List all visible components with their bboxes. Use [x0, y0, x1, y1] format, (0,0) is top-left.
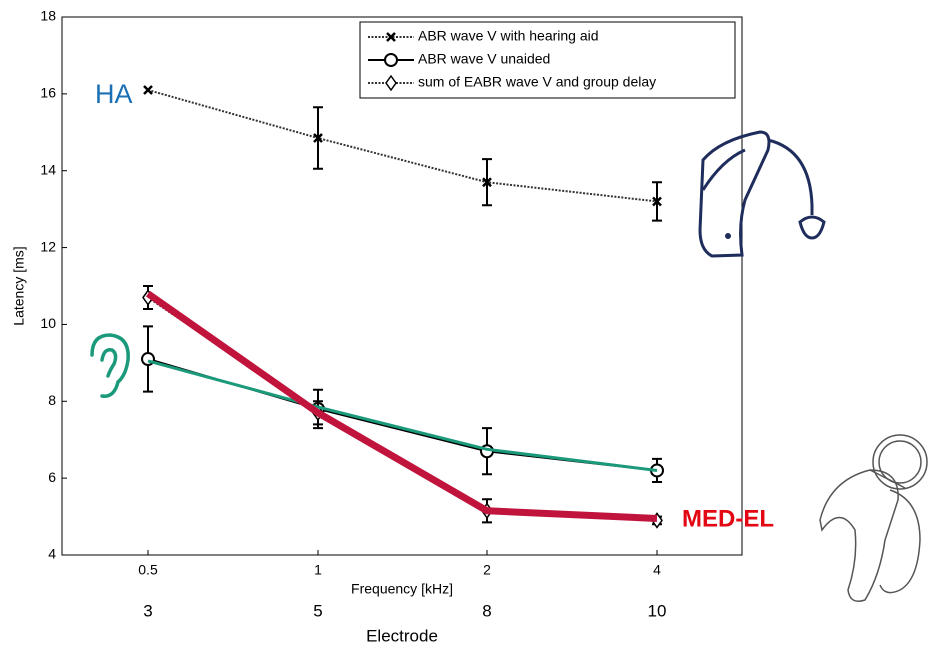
implant-icon — [820, 435, 927, 601]
series-line — [148, 90, 657, 201]
x-axis-label: Frequency [kHz] — [351, 581, 453, 597]
page: {"chart_data": {"type": "line", "y_label… — [0, 0, 934, 648]
y-tick-label: 10 — [40, 315, 56, 331]
x2-tick-label: 10 — [648, 601, 667, 620]
y-tick-label: 12 — [40, 238, 56, 254]
overlay-line — [148, 294, 657, 519]
x-tick-label: 1 — [314, 562, 322, 578]
y-tick-label: 16 — [40, 85, 56, 101]
series-line — [148, 298, 657, 521]
x2-tick-label: 5 — [313, 601, 322, 620]
marker — [385, 54, 397, 66]
y-tick-label: 18 — [40, 8, 56, 24]
x2-tick-label: 3 — [143, 601, 152, 620]
x2-tick-label: 8 — [482, 601, 491, 620]
chart: Latency [ms] Frequency [kHz] Electrode H… — [0, 0, 934, 648]
y-tick-label: 14 — [40, 161, 56, 177]
x2-axis-label: Electrode — [366, 626, 438, 645]
ha-label: HA — [95, 79, 133, 109]
legend-label: ABR wave V with hearing aid — [418, 28, 599, 44]
y-tick-label: 4 — [48, 546, 56, 562]
overlay-line — [148, 361, 657, 471]
marker — [144, 86, 152, 94]
y-tick-label: 8 — [48, 392, 56, 408]
series-line — [148, 359, 657, 470]
legend-label: ABR wave V unaided — [418, 51, 550, 67]
legend-label: sum of EABR wave V and group delay — [418, 74, 656, 90]
x-tick-label: 4 — [653, 562, 661, 578]
ear-icon — [92, 335, 128, 396]
x-tick-label: 2 — [483, 562, 491, 578]
med-el-label: MED-EL — [682, 505, 774, 532]
x-tick-label: 0.5 — [138, 562, 158, 578]
y-axis-label: Latency [ms] — [11, 246, 27, 325]
y-tick-label: 6 — [48, 469, 56, 485]
hearing-aid-icon — [700, 132, 824, 256]
